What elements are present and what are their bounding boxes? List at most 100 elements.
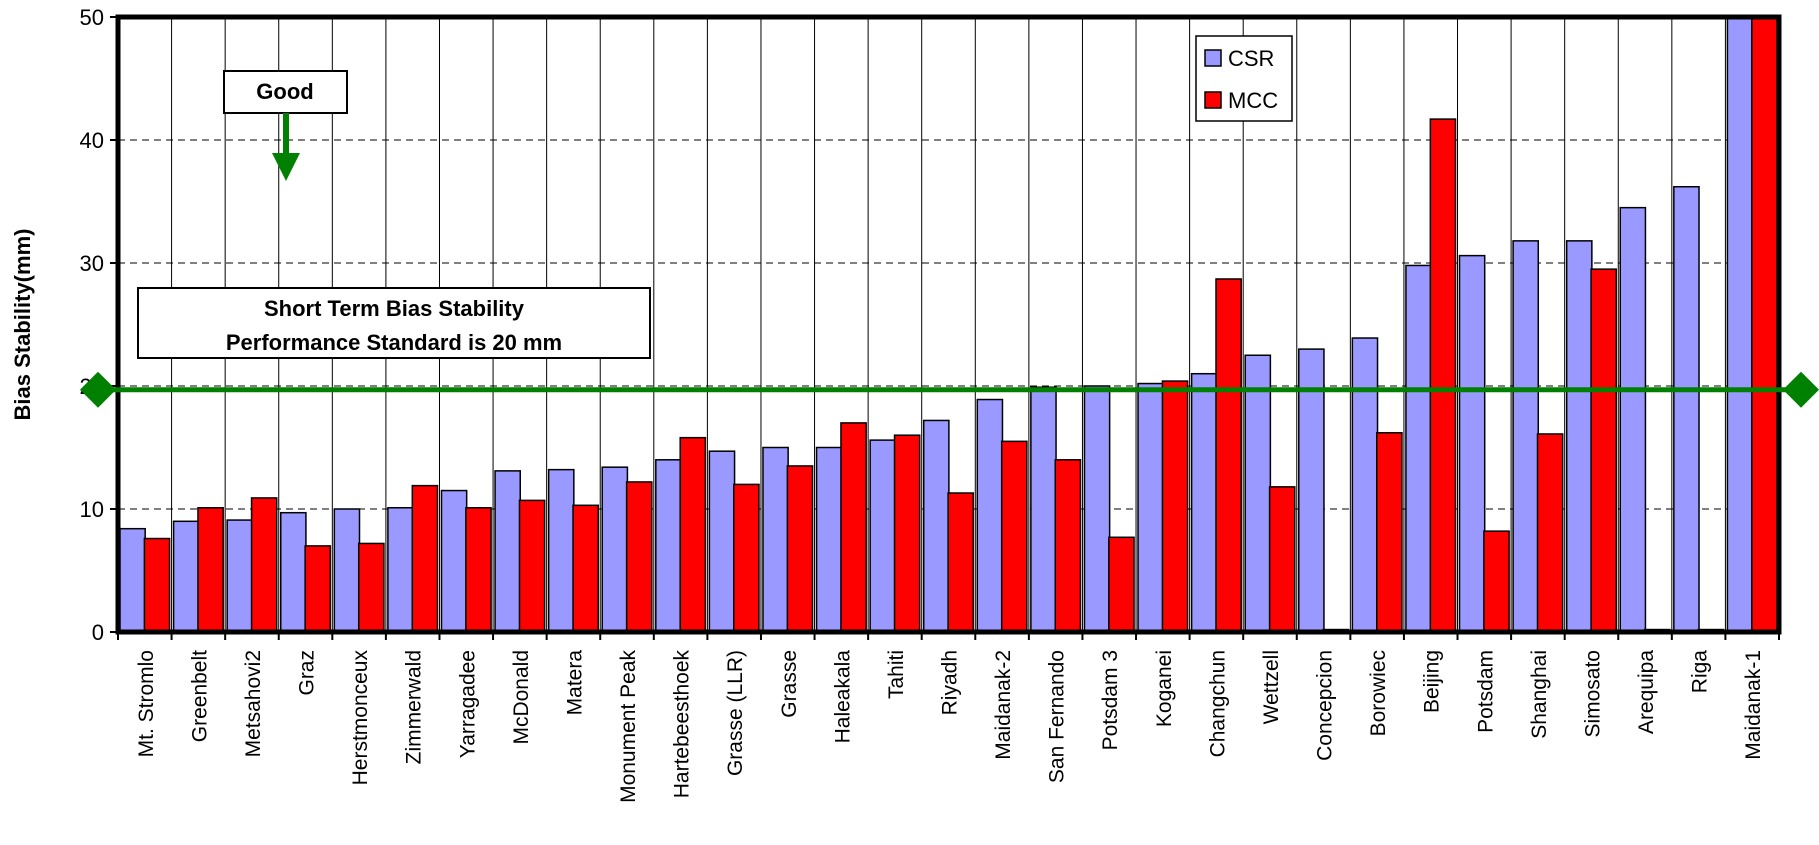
bar-mcc-17 [1054, 459, 1082, 633]
bar-csr-24 [1405, 264, 1432, 633]
x-category-label: Simosato [1581, 650, 1604, 738]
legend-label-mcc: MCC [1228, 88, 1278, 113]
bar-mcc-11 [733, 483, 760, 633]
good-label: Good [256, 79, 313, 104]
x-category-label: Concepcion [1314, 650, 1337, 761]
bar-csr-26 [1512, 240, 1540, 633]
bar-csr-12 [762, 446, 789, 633]
bar-mcc-7 [518, 499, 546, 633]
bar-mcc-30 [1751, 16, 1778, 633]
bar-csr-10 [655, 459, 682, 633]
good-box [223, 70, 348, 114]
bar-mcc-19 [1161, 380, 1189, 633]
bar-csr-4 [333, 508, 361, 633]
bar-csr-6 [440, 489, 468, 633]
legend-swatch-csr [1204, 49, 1222, 67]
x-axis-labels: Mt. Stromlo Greenbelt Metsahovi2 Graz Herstm… [117, 632, 1780, 803]
x-category-label: Grasse (LLR) [724, 650, 747, 776]
x-category-label: Borowiec [1367, 650, 1390, 736]
legend-label-csr: CSR [1228, 46, 1274, 71]
x-category-label: San Fernando [1046, 650, 1069, 783]
x-category-label: Riyadh [939, 650, 962, 715]
legend: CSR MCC [1195, 35, 1293, 122]
bar-csr-8 [547, 468, 575, 633]
y-axis-ticks: 01020304050 [80, 5, 118, 645]
standard-line-2: Performance Standard is 20 mm [226, 330, 562, 355]
good-annotation: Good [223, 70, 348, 181]
legend-swatch-mcc [1204, 91, 1222, 109]
bar-csr-13 [815, 446, 843, 633]
bar-csr-5 [387, 507, 414, 633]
x-category-label: Monument Peak [617, 650, 640, 803]
plot-frame [115, 14, 1782, 635]
bar-csr-16 [976, 398, 1004, 633]
bar-mcc-13 [840, 422, 867, 633]
reference-line-20mm [80, 371, 1819, 408]
bar-mcc-25 [1483, 530, 1510, 633]
bar-csr-1 [172, 520, 200, 633]
x-category-label: Koganei [1153, 650, 1176, 727]
bar-mcc-3 [304, 545, 332, 633]
bar-csr-27 [1565, 240, 1593, 633]
bar-mcc-0 [143, 537, 171, 633]
bar-csr-22 [1298, 348, 1325, 633]
x-category-label: Yarragadee [456, 650, 479, 758]
bar-csr-14 [869, 439, 897, 633]
x-category-label: Beijing [1421, 650, 1444, 713]
bar-mcc-20 [1215, 278, 1242, 633]
x-category-label: Wettzell [1260, 650, 1283, 724]
bar-csr-30 [1726, 16, 1754, 633]
x-category-label: Potsdam 3 [1099, 650, 1122, 750]
x-category-label: Zimmerwald [403, 650, 426, 764]
x-category-label: Greenbelt [188, 650, 211, 742]
bar-csr-2 [226, 519, 254, 633]
bar-mcc-26 [1536, 433, 1564, 633]
x-category-label: Herstmonceux [349, 650, 372, 786]
x-category-label: Matera [563, 650, 586, 716]
x-category-label: Potsdam [1474, 650, 1497, 733]
bar-csr-28 [1619, 206, 1647, 633]
standard-box [137, 287, 651, 359]
bar-mcc-27 [1590, 268, 1618, 633]
x-category-label: Arequipa [1635, 650, 1658, 734]
x-category-label: Tahiti [885, 650, 908, 699]
y-tick-label: 50 [80, 5, 104, 30]
bar-mcc-21 [1268, 486, 1296, 633]
bar-csr-15 [922, 419, 950, 633]
bar-mcc-12 [786, 465, 814, 633]
bar-csr-7 [494, 470, 521, 633]
x-category-label: Hartebeesthoek [671, 650, 694, 799]
y-tick-label: 10 [80, 497, 104, 522]
bar-csr-17 [1030, 386, 1057, 633]
bar-mcc-24 [1429, 118, 1457, 633]
y-axis-title: Bias Stability(mm) [10, 229, 35, 421]
bar-csr-29 [1673, 185, 1700, 633]
y-tick-label: 0 [92, 620, 104, 645]
x-category-label: Maidanak-1 [1742, 650, 1765, 760]
y-tick-label: 30 [80, 251, 104, 276]
bar-csr-23 [1351, 337, 1379, 633]
bar-mcc-5 [411, 484, 439, 633]
bar-csr-20 [1190, 372, 1218, 633]
down-arrow-icon [272, 153, 300, 181]
bar-mcc-15 [947, 492, 975, 633]
bar-mcc-2 [250, 497, 278, 633]
bar-mcc-14 [893, 434, 921, 633]
bar-mcc-6 [465, 507, 492, 633]
bar-csr-3 [279, 511, 307, 633]
x-category-label: McDonald [510, 650, 533, 745]
bar-mcc-8 [572, 504, 599, 633]
x-category-label: Haleakala [831, 650, 854, 744]
x-category-label: Changchun [1206, 650, 1229, 757]
performance-standard-annotation: Short Term Bias Stability Performance St… [137, 287, 651, 359]
bar-mcc-23 [1376, 431, 1403, 633]
reference-marker-left [80, 371, 116, 408]
x-category-label: Maidanak-2 [992, 650, 1015, 760]
bar-mcc-9 [625, 481, 653, 633]
x-category-label: Mt. Stromlo [135, 650, 158, 757]
bar-csr-0 [119, 527, 146, 633]
bar-csr-21 [1244, 354, 1272, 633]
x-category-label: Shanghai [1528, 650, 1551, 739]
x-category-label: Graz [296, 650, 319, 696]
